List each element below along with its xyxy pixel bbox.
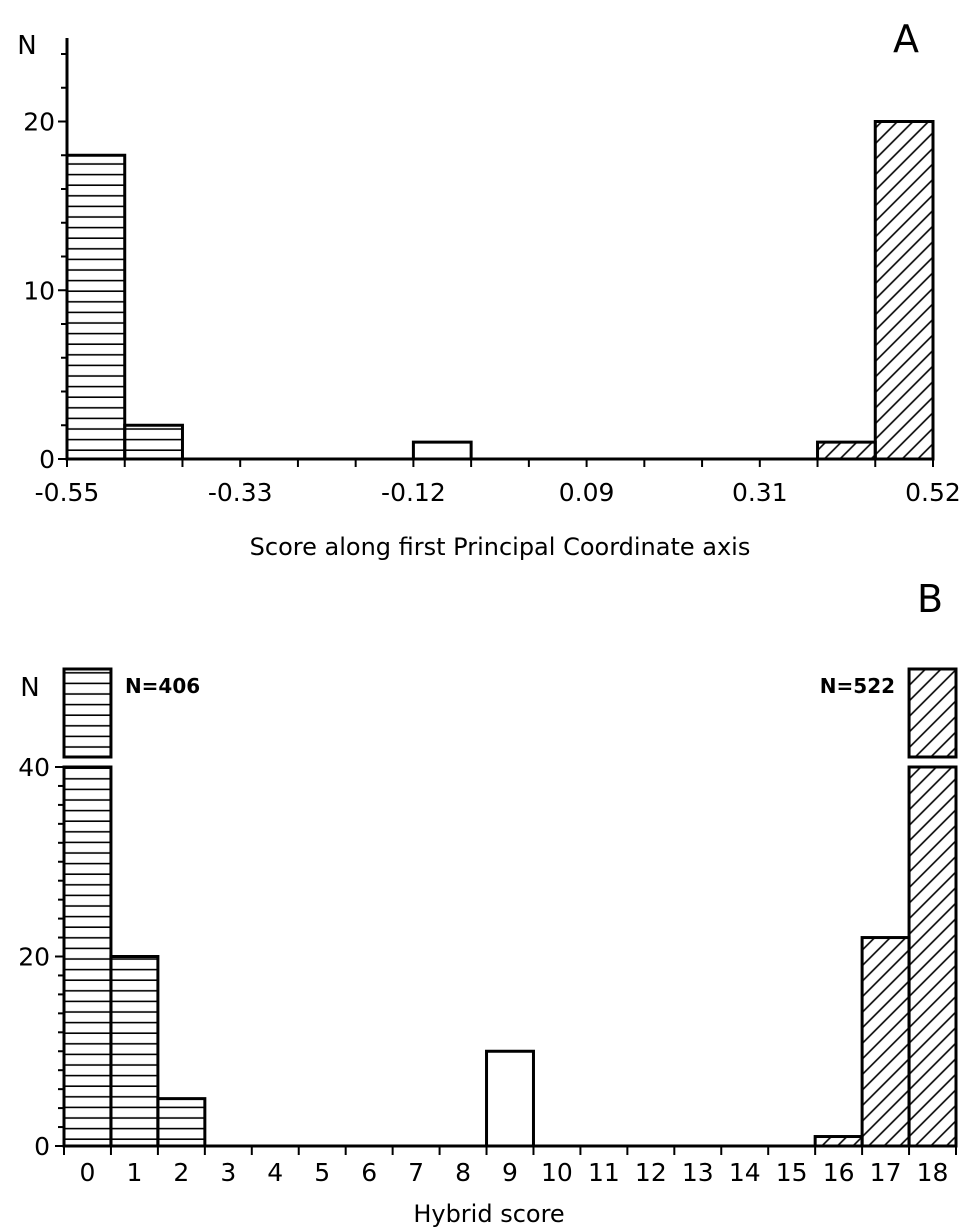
bar-b-17 [860, 936, 911, 1148]
y-axis-title-b: N [20, 673, 39, 703]
x-tick-label-b: 13 [682, 1158, 714, 1187]
y-tick-label-b: 0 [34, 1132, 50, 1161]
x-tick-label-b: 1 [126, 1158, 142, 1187]
x-tick-label-a: -0.33 [208, 478, 273, 507]
y-axis-title-a: N [17, 31, 36, 61]
x-axis-title-a: Score along first Principal Coordinate a… [250, 533, 751, 561]
x-tick-label-b: 2 [173, 1158, 189, 1187]
panel-a: 0 10 20 -0.55 -0.33 -0.12 0.09 0.31 0.52 Score al… [17, 17, 961, 561]
x-tick-label-b: 16 [823, 1158, 855, 1187]
x-tick-label-b: 5 [314, 1158, 330, 1187]
y-tick-label-b: 40 [18, 753, 50, 782]
n-annotation: N=522 [820, 674, 895, 698]
y-tick-label-a: 20 [23, 108, 55, 137]
x-tick-label-b: 18 [917, 1158, 949, 1187]
x-tick-label-b: 9 [502, 1158, 518, 1187]
x-tick-label-b: 14 [729, 1158, 761, 1187]
bar-b-18 [907, 765, 958, 1148]
bar-b-0 [62, 765, 113, 1148]
x-tick-label-b: 6 [361, 1158, 377, 1187]
x-tick-label-b: 7 [408, 1158, 424, 1187]
panel-label-a: A [893, 17, 919, 61]
y-tick-label-b: 20 [18, 943, 50, 972]
bar-a-6 [411, 440, 473, 461]
bar-b-cap-18 [907, 667, 958, 759]
x-tick-label-a: -0.55 [35, 478, 100, 507]
y-tick-label-a: 10 [23, 276, 55, 305]
bar-b-2 [156, 1097, 207, 1148]
x-tick-label-a: 0.09 [559, 478, 615, 507]
x-tick-label-b: 8 [455, 1158, 471, 1187]
x-tick-label-b: 0 [80, 1158, 96, 1187]
x-tick-label-b: 12 [635, 1158, 667, 1187]
bar-b-cap-0 [62, 667, 113, 759]
y-tick-label-a: 0 [39, 445, 55, 474]
bar-b-9 [485, 1049, 535, 1148]
bar-a-1 [123, 423, 184, 461]
panel-label-b: B [917, 577, 943, 621]
x-tick-label-a: 0.31 [732, 478, 788, 507]
bar-b-1 [109, 955, 160, 1148]
x-axis-title-b: Hybrid score [413, 1200, 564, 1228]
x-tick-label-b: 10 [541, 1158, 573, 1187]
n-annotation: N=406 [125, 674, 200, 698]
x-tick-label-b: 11 [588, 1158, 620, 1187]
x-tick-label-b: 17 [870, 1158, 902, 1187]
x-tick-label-b: 3 [220, 1158, 236, 1187]
x-tick-label-b: 4 [267, 1158, 283, 1187]
bar-a-14 [873, 120, 935, 461]
bar-a-13 [816, 440, 877, 461]
x-tick-label-a: -0.12 [381, 478, 446, 507]
bar-a-0 [65, 153, 127, 461]
x-tick-label-a: 0.52 [905, 478, 961, 507]
x-tick-label-b: 15 [776, 1158, 808, 1187]
